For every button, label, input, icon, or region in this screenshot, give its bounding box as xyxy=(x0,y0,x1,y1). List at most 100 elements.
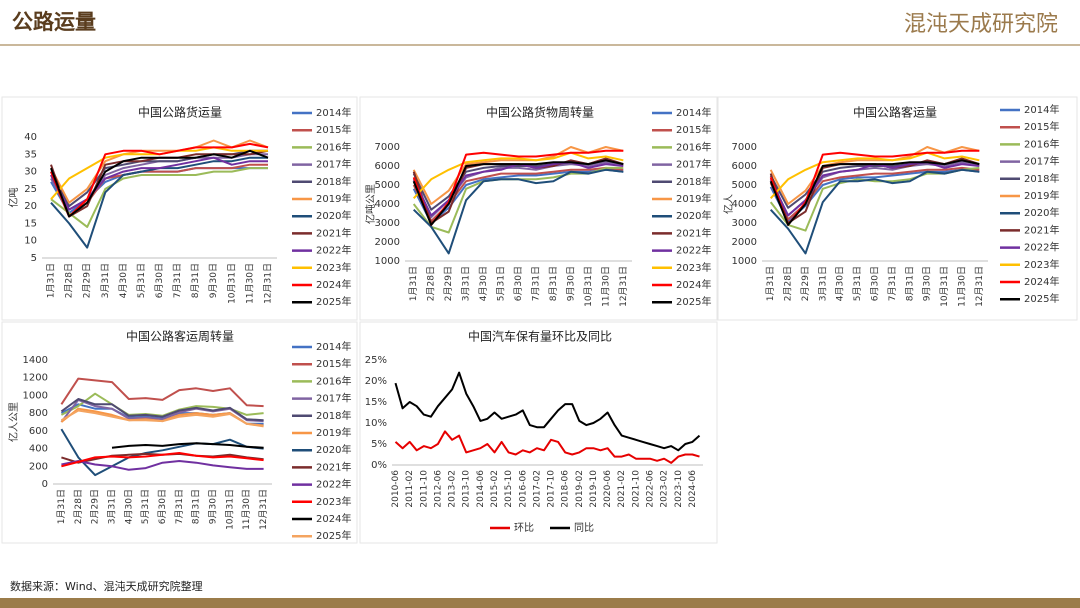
x-tick-label: 3月31日 xyxy=(461,266,472,301)
legend-label: 2025年 xyxy=(316,529,351,542)
y-axis-label: 亿人 xyxy=(722,194,735,214)
x-tick-label: 2月28日 xyxy=(64,263,75,298)
legend-label: 2024年 xyxy=(316,512,351,525)
legend-label: 同比 xyxy=(574,522,594,534)
legend-label: 2017年 xyxy=(316,392,351,405)
legend-label: 2020年 xyxy=(316,443,351,456)
y-tick-label: 1000 xyxy=(375,256,400,267)
x-tick-label: 2013-02 xyxy=(448,470,458,508)
x-tick-label: 2015-10 xyxy=(504,470,514,508)
legend-label: 2024年 xyxy=(676,278,711,291)
y-tick-label: 40 xyxy=(24,132,37,143)
y-tick-label: 400 xyxy=(29,444,48,455)
legend-label: 2025年 xyxy=(676,295,711,308)
legend-label: 2017年 xyxy=(316,158,351,171)
x-tick-label: 1月31日 xyxy=(765,266,776,301)
x-tick-label: 2月28日 xyxy=(783,266,794,301)
legend-label: 2022年 xyxy=(676,244,711,257)
x-tick-label: 11月30日 xyxy=(600,266,611,307)
x-tick-label: 2月28日 xyxy=(73,489,84,524)
x-tick-label: 9月30日 xyxy=(208,263,219,298)
legend-label: 2021年 xyxy=(316,460,351,473)
panel xyxy=(1,321,358,544)
legend-label: 2022年 xyxy=(316,244,351,257)
x-tick-label: 12月31日 xyxy=(262,263,273,304)
legend-label: 2016年 xyxy=(316,374,351,387)
x-tick-label: 2月29日 xyxy=(90,489,101,524)
x-tick-label: 7月31日 xyxy=(172,263,183,298)
chart-title: 中国公路货运量 xyxy=(138,105,222,120)
series-line xyxy=(50,149,268,208)
legend-label: 2023年 xyxy=(676,261,711,274)
x-tick-label: 11月30日 xyxy=(241,489,252,530)
legend-label: 2016年 xyxy=(316,140,351,153)
x-tick-label: 1月31日 xyxy=(408,266,419,301)
x-tick-label: 5月31日 xyxy=(496,266,507,301)
legend-label: 2023年 xyxy=(316,261,351,274)
chart-title: 中国公路客运周转量 xyxy=(126,329,234,344)
x-tick-label: 2016-06 xyxy=(518,470,528,508)
series-line xyxy=(769,168,980,223)
x-tick-label: 2023-02 xyxy=(660,470,670,508)
legend-label: 2014年 xyxy=(316,340,351,353)
x-tick-label: 3月31日 xyxy=(817,266,828,301)
x-tick-label: 11月30日 xyxy=(956,266,967,307)
x-tick-label: 7月31日 xyxy=(530,266,541,301)
x-tick-label: 6月30日 xyxy=(870,266,881,301)
x-tick-label: 2024-06 xyxy=(688,470,698,508)
legend-label: 2021年 xyxy=(316,226,351,239)
legend-label: 2021年 xyxy=(1024,223,1059,236)
y-tick-label: 10% xyxy=(365,418,387,429)
y-tick-label: 35 xyxy=(24,149,37,160)
x-tick-label: 3月31日 xyxy=(100,263,111,298)
series-line xyxy=(61,460,264,471)
y-tick-label: 3000 xyxy=(375,218,400,229)
legend-label: 环比 xyxy=(514,522,534,534)
legend-label: 2018年 xyxy=(1024,172,1059,185)
legend-label: 2019年 xyxy=(316,192,351,205)
x-tick-label: 10月31日 xyxy=(224,489,235,530)
y-tick-label: 3000 xyxy=(732,218,757,229)
chart-title: 中国公路货物周转量 xyxy=(486,105,594,120)
source-note: 数据来源：Wind、混沌天成研究院整理 xyxy=(10,579,203,593)
x-tick-label: 2019-10 xyxy=(589,470,599,508)
panel xyxy=(359,321,718,544)
series-line xyxy=(60,409,264,428)
series-line xyxy=(60,428,264,477)
series-line xyxy=(50,142,269,218)
legend-label: 2022年 xyxy=(316,478,351,491)
logo: 混沌天成研究院 xyxy=(904,12,1058,37)
panel xyxy=(1,96,358,321)
x-tick-label: 8月31日 xyxy=(904,266,915,301)
x-tick-label: 2011-10 xyxy=(419,470,429,508)
y-tick-label: 1400 xyxy=(23,355,48,366)
x-tick-label: 2014-06 xyxy=(476,470,486,508)
y-tick-label: 200 xyxy=(29,461,48,472)
legend-label: 2018年 xyxy=(316,175,351,188)
panel xyxy=(359,96,718,321)
x-tick-label: 9月30日 xyxy=(565,266,576,301)
legend-label: 2023年 xyxy=(316,495,351,508)
y-tick-label: 25 xyxy=(24,184,37,195)
y-tick-label: 25% xyxy=(365,355,387,366)
y-tick-label: 4000 xyxy=(732,199,757,210)
legend-label: 2018年 xyxy=(316,409,351,422)
x-tick-label: 12月31日 xyxy=(618,266,629,307)
legend-label: 2025年 xyxy=(316,295,351,308)
x-tick-label: 2月29日 xyxy=(800,266,811,301)
x-tick-label: 5月31日 xyxy=(140,489,151,524)
x-tick-label: 12月31日 xyxy=(258,489,269,530)
series-line xyxy=(60,377,264,408)
legend-label: 2021年 xyxy=(676,226,711,239)
y-axis-label: 亿人公里 xyxy=(7,402,20,442)
x-tick-label: 4月30日 xyxy=(835,266,846,301)
x-tick-label: 8月31日 xyxy=(190,263,201,298)
x-tick-label: 7月31日 xyxy=(174,489,185,524)
legend-label: 2023年 xyxy=(1024,258,1059,271)
y-axis-label: 亿吨公里 xyxy=(364,184,377,224)
y-tick-label: 1200 xyxy=(23,373,48,384)
y-tick-label: 0 xyxy=(42,479,48,490)
x-tick-label: 2013-10 xyxy=(462,470,472,508)
y-tick-label: 5% xyxy=(371,439,387,450)
